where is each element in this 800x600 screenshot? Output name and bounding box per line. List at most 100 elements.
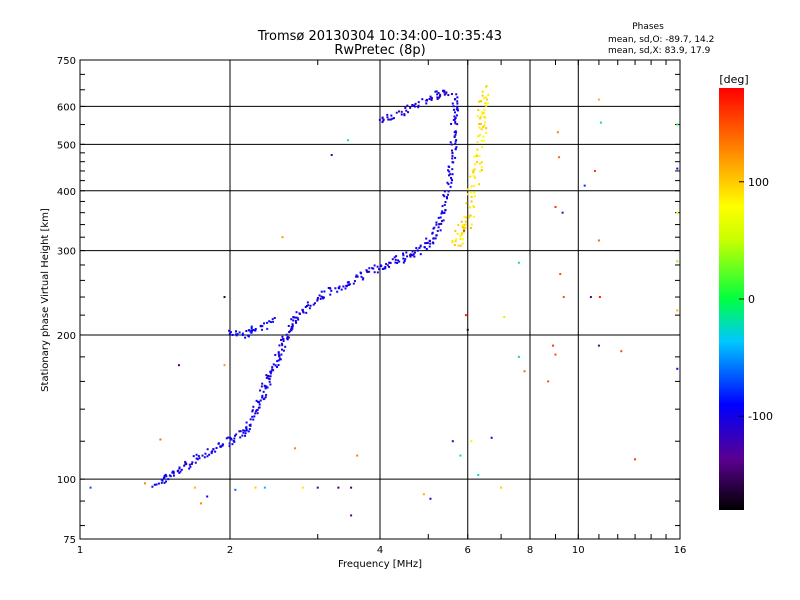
trace-point (417, 104, 420, 107)
trace-point (267, 377, 270, 380)
noise-point (583, 184, 586, 187)
trace-point (433, 226, 436, 229)
trace-point (483, 139, 486, 142)
trace-point (425, 237, 428, 240)
trace-point (409, 254, 412, 257)
trace-point (411, 254, 414, 257)
trace-point (445, 197, 448, 200)
trace-point (478, 122, 481, 125)
trace-point (383, 267, 386, 270)
noise-point (597, 344, 600, 347)
trace-point (428, 239, 431, 242)
trace-point (417, 106, 420, 109)
trace-point (449, 141, 452, 144)
trace-point (423, 246, 426, 249)
trace-point (483, 116, 486, 119)
trace-point (479, 133, 482, 136)
trace-point (462, 238, 465, 241)
trace-point (436, 229, 439, 232)
trace-point (402, 261, 405, 264)
trace-point (434, 90, 437, 93)
trace-point (257, 406, 260, 409)
trace-point (409, 106, 412, 109)
trace-point (366, 271, 369, 274)
trace-point (476, 115, 479, 118)
x-tick-label: 10 (572, 545, 585, 556)
trace-point (353, 280, 356, 283)
trace-point (400, 113, 403, 116)
trace-point (192, 455, 195, 458)
trace-point (417, 101, 420, 104)
trace-point (305, 304, 308, 307)
trace-point (381, 117, 384, 120)
trace-point (454, 156, 457, 159)
trace-point (396, 259, 399, 262)
trace-point (449, 173, 452, 176)
trace-point (172, 472, 175, 475)
trace-point (291, 323, 294, 326)
trace-point (404, 106, 407, 109)
trace-point (453, 136, 456, 139)
trace-point (390, 114, 393, 117)
trace-point (394, 258, 397, 261)
trace-point (440, 220, 443, 223)
trace-point (178, 467, 181, 470)
trace-point (442, 193, 445, 196)
trace-point (316, 296, 319, 299)
noise-point (429, 497, 432, 500)
noise-point (477, 474, 480, 477)
trace-point (231, 333, 234, 336)
noise-point (337, 486, 340, 489)
trace-point (271, 368, 274, 371)
trace-point (480, 100, 483, 103)
trace-point (451, 155, 454, 158)
trace-point (292, 319, 295, 322)
trace-point (435, 234, 438, 237)
trace-point (268, 320, 271, 323)
trace-point (468, 206, 471, 209)
trace-point (455, 139, 458, 142)
trace-point (478, 126, 481, 129)
trace-point (295, 321, 298, 324)
trace-point (454, 130, 457, 133)
trace-point (266, 327, 269, 330)
trace-point (330, 289, 333, 292)
trace-point (261, 382, 264, 385)
trace-point (309, 304, 312, 307)
trace-point (413, 104, 416, 107)
trace-point (484, 121, 487, 124)
noise-point (547, 380, 550, 383)
trace-point (387, 118, 390, 121)
trace-point (269, 383, 272, 386)
trace-point (337, 287, 340, 290)
trace-point (342, 285, 345, 288)
trace-point (442, 211, 445, 214)
trace-point (465, 202, 468, 205)
trace-point (477, 108, 480, 111)
noise-point (676, 167, 679, 170)
trace-point (454, 120, 457, 123)
noise-point (552, 344, 555, 347)
trace-point (176, 469, 179, 472)
trace-point (473, 176, 476, 179)
trace-point (278, 355, 281, 358)
trace-point (296, 317, 299, 320)
trace-point (188, 463, 191, 466)
trace-point (389, 118, 392, 121)
trace-point (241, 434, 244, 437)
trace-point (234, 333, 237, 336)
trace-point (436, 96, 439, 99)
trace-point (443, 195, 446, 198)
trace-point (476, 141, 479, 144)
trace-point (178, 471, 181, 474)
trace-point (485, 85, 488, 88)
noise-point (293, 447, 296, 450)
trace-point (481, 94, 484, 97)
y-tick-label: 100 (57, 475, 76, 486)
trace-point (470, 223, 473, 226)
trace-point (277, 359, 280, 362)
trace-point (241, 334, 244, 337)
noise-point (459, 454, 462, 457)
trace-point (469, 175, 472, 178)
trace-point (480, 128, 483, 131)
